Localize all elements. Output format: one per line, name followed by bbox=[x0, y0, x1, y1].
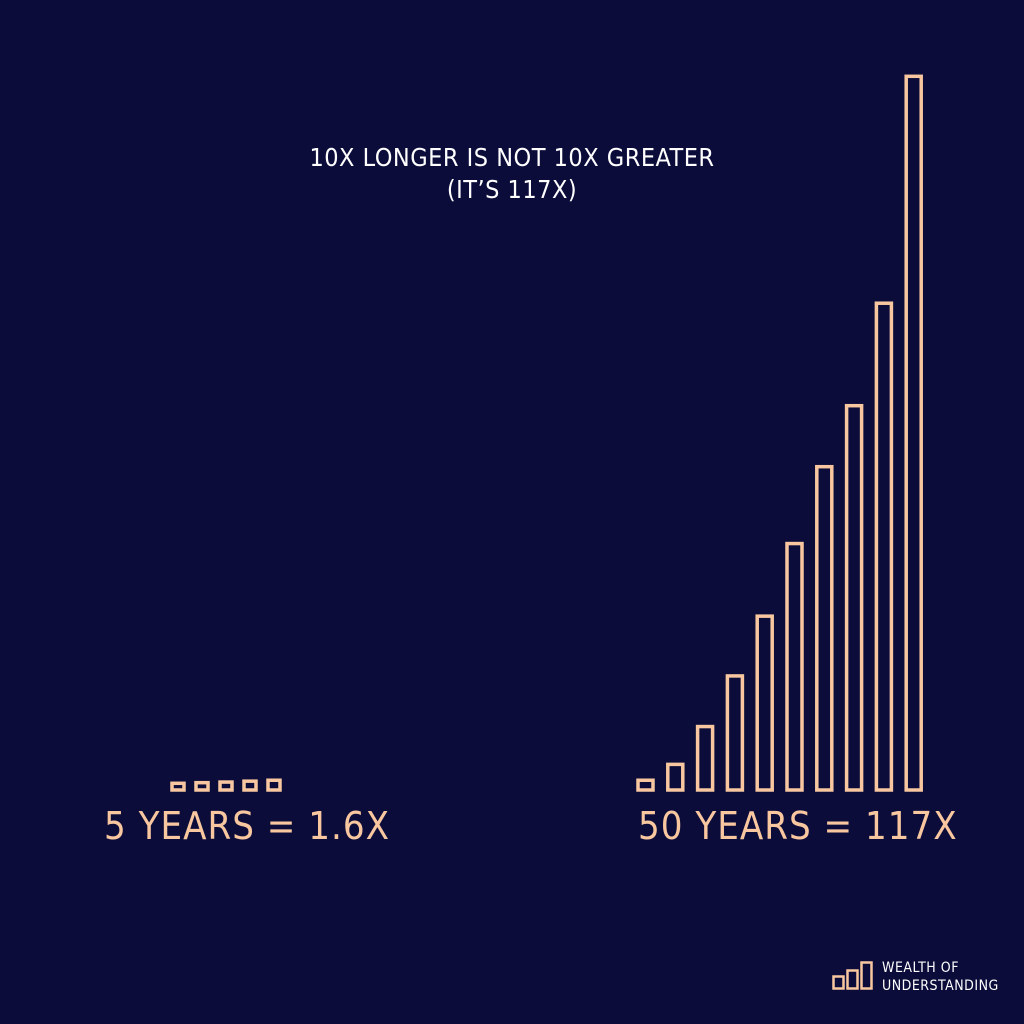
fifty-year-bar-6 bbox=[785, 541, 804, 792]
fifty-year-bar-8 bbox=[844, 403, 864, 792]
fifty-year-bar-7 bbox=[815, 464, 834, 792]
fifty-year-bar-5 bbox=[755, 614, 774, 792]
five-year-bar-5 bbox=[266, 778, 282, 792]
five-year-bar-2 bbox=[194, 780, 210, 792]
fifty-year-bar-9 bbox=[874, 301, 894, 792]
fifty-year-chart bbox=[636, 74, 923, 792]
fifty-year-bar-1 bbox=[636, 778, 655, 792]
five-year-bar-4 bbox=[242, 779, 258, 792]
fifty-year-bar-4 bbox=[725, 674, 745, 792]
bar-chart-logo-icon bbox=[832, 958, 874, 995]
brand-name: WEALTH OF UNDERSTANDING bbox=[882, 959, 999, 995]
brand-logo: WEALTH OF UNDERSTANDING bbox=[832, 958, 999, 995]
brand-name-line2: UNDERSTANDING bbox=[882, 977, 999, 994]
brand-name-line1: WEALTH OF bbox=[882, 959, 959, 976]
chart-title-line1: 10X LONGER IS NOT 10X GREATER bbox=[309, 143, 715, 172]
chart-title-line2: (IT’S 117X) bbox=[446, 175, 578, 204]
fifty-year-bar-3 bbox=[695, 724, 715, 792]
five-year-chart bbox=[170, 778, 282, 792]
five-year-caption: 5 YEARS = 1.6X bbox=[104, 804, 391, 848]
fifty-year-bar-2 bbox=[666, 762, 685, 792]
five-year-bar-1 bbox=[170, 781, 186, 792]
chart-title: 10X LONGER IS NOT 10X GREATER (IT’S 117X… bbox=[0, 142, 1024, 206]
five-year-bar-3 bbox=[218, 780, 234, 792]
fifty-year-caption: 50 YEARS = 117X bbox=[638, 804, 958, 848]
fifty-year-bar-10 bbox=[904, 74, 923, 792]
